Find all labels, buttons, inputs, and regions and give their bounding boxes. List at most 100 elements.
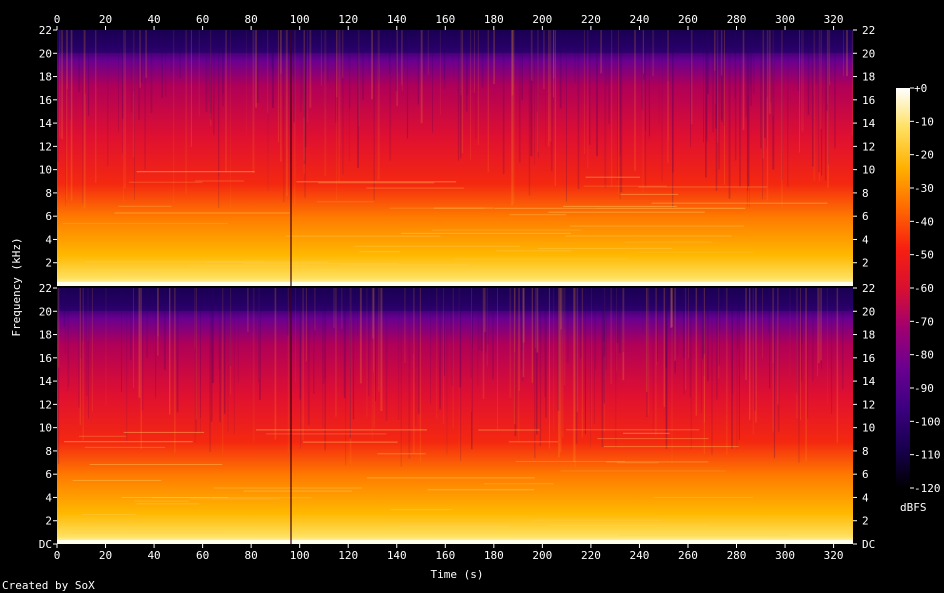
spectrogram-texture-streak (513, 288, 516, 425)
spectrogram-texture-streak (412, 288, 414, 354)
spectrogram-texture-streak (777, 288, 779, 405)
spectrogram-texture-streak (82, 30, 84, 204)
x-tick-label-top: 200 (532, 13, 552, 26)
spectrogram-texture-streak (718, 288, 721, 331)
spectrogram-texture-streak (371, 30, 373, 100)
spectrogram-texture-streak (133, 30, 134, 92)
spectrogram-texture-streak (842, 288, 844, 390)
spectrogram-texture-streak (432, 30, 433, 133)
channel-2-spectrogram (57, 288, 853, 544)
spectrogram-texture-streak (658, 30, 660, 125)
spectrogram-texture-streak (645, 30, 646, 131)
spectrogram-texture-streak (655, 288, 657, 436)
spectrogram-texture-streak (706, 30, 707, 139)
spectrogram-texture-streak (61, 30, 63, 139)
spectrogram-texture-streak (460, 30, 462, 96)
y-tick-label-left: 20 (39, 47, 52, 60)
spectrogram-texture-streak (280, 30, 282, 74)
spectrogram-texture-streak (820, 288, 822, 361)
spectrogram-texture-streak (396, 30, 398, 107)
channel-1-plot-area (57, 30, 853, 286)
spectrogram-texture-streak (736, 288, 738, 450)
spectrogram-texture-streak (706, 30, 708, 142)
spectrogram-texture-streak (797, 30, 799, 92)
spectrogram-texture-streak (596, 30, 598, 157)
spectrogram-texture-streak (303, 30, 306, 164)
spectrogram-texture-harmonic (317, 201, 374, 203)
x-tick-label-bottom: 280 (727, 549, 747, 562)
spectrogram-texture-streak (443, 30, 446, 89)
spectrogram-texture-streak (773, 288, 776, 459)
colorbar-tick-label: -90 (914, 382, 934, 395)
spectrogram-texture-harmonic (318, 182, 435, 184)
y-tick-label-left: 4 (45, 233, 52, 246)
spectrogram-texture-streak (703, 30, 704, 143)
spectrogram-texture-streak (272, 30, 274, 71)
spectrogram-texture-streak (130, 288, 132, 360)
spectrogram-texture-harmonic (433, 207, 494, 209)
spectrogram-texture-streak (300, 288, 301, 450)
spectrogram-texture-harmonic (366, 477, 535, 479)
spectrogram-texture-streak (294, 30, 296, 206)
spectrogram-texture-streak (772, 288, 774, 364)
y-tick-label-right: 10 (862, 164, 875, 177)
spectrogram-texture-streak (322, 30, 325, 72)
spectrogram-texture-harmonic (129, 181, 203, 183)
spectrogram-texture-streak (643, 30, 644, 74)
spectrogram-texture-streak (745, 30, 747, 118)
spectrogram-texture-streak (295, 288, 296, 383)
y-tick-label-left: 12 (39, 140, 52, 153)
spectrogram-texture-streak (439, 30, 441, 115)
spectrogram-texture-streak (284, 30, 286, 148)
x-tick-label-bottom: 240 (630, 549, 650, 562)
spectrogram-texture-streak (670, 288, 673, 328)
y-tick-label-left: 6 (45, 210, 52, 223)
spectrogram-texture-streak (218, 288, 220, 370)
y-tick-label-left: 12 (39, 398, 52, 411)
spectrogram-texture-streak (739, 30, 741, 187)
spectrogram-texture-streak (274, 288, 277, 440)
spectrogram-texture-streak (747, 30, 749, 191)
spectrogram-texture-streak (474, 30, 475, 93)
colorbar-tick-label: -110 (914, 449, 941, 462)
spectrogram-texture-harmonic (123, 431, 205, 433)
spectrogram-texture-streak (618, 288, 621, 353)
spectrogram-texture-streak (817, 288, 818, 377)
y-tick-label-left: 6 (45, 468, 52, 481)
spectrogram-texture-streak (252, 288, 255, 442)
spectrogram-texture-streak (292, 30, 295, 76)
spectrogram-texture-streak (534, 30, 535, 165)
spectrogram-texture-harmonic (603, 446, 739, 448)
spectrogram-texture-streak (716, 288, 718, 400)
spectrogram-texture-streak (716, 30, 719, 143)
spectrogram-texture-streak (401, 30, 403, 86)
spectrogram-texture-streak (731, 288, 733, 449)
spectrogram-texture-streak (536, 30, 538, 112)
spectrogram-texture-streak (233, 288, 235, 435)
spectrogram-texture-streak (493, 30, 495, 85)
spectrogram-texture-streak (661, 30, 663, 182)
y-tick-label-right: 4 (862, 233, 869, 246)
spectrogram-texture-harmonic (339, 264, 469, 266)
spectrogram-texture-streak (511, 30, 513, 206)
spectrogram-texture-streak (749, 288, 751, 420)
spectrogram-texture-streak (728, 30, 731, 199)
x-tick-label-bottom: 120 (338, 549, 358, 562)
spectrogram-texture-streak (782, 30, 783, 181)
spectrogram-texture-harmonic (389, 207, 484, 209)
spectrogram-texture-streak (606, 30, 608, 86)
spectrogram-texture-streak (225, 30, 227, 172)
spectrogram-texture-streak (600, 30, 602, 74)
spectrogram-texture-streak (622, 288, 624, 352)
spectrogram-texture-streak (453, 30, 454, 79)
spectrogram-texture-streak (267, 30, 269, 114)
spectrogram-texture-streak (707, 30, 709, 94)
spectrogram-texture-streak (123, 30, 124, 203)
spectrogram-texture-streak (766, 30, 767, 148)
spectrogram-texture-streak (752, 30, 755, 94)
spectrogram-texture-streak (801, 288, 803, 382)
spectrogram-texture-streak (521, 288, 523, 370)
spectrogram-texture-streak (826, 30, 828, 111)
spectrogram-texture-harmonic (548, 211, 705, 213)
